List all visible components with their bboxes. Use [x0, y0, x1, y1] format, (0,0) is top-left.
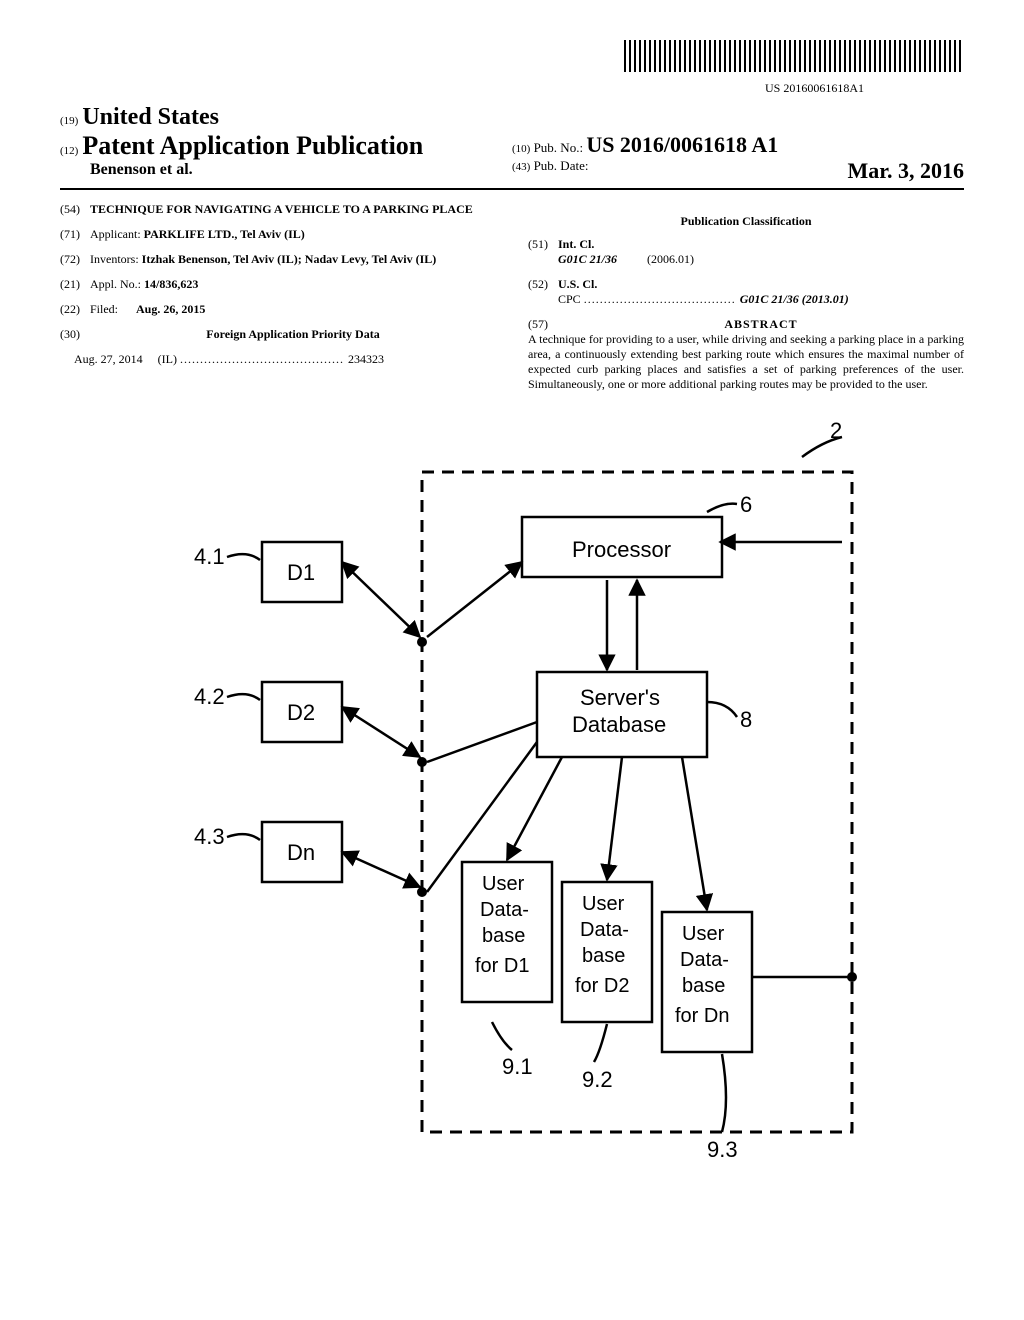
classification-heading: Publication Classification [528, 214, 964, 229]
inventors-value: Itzhak Benenson, Tel Aviv (IL); Nadav Le… [142, 252, 437, 266]
prefix-19: (19) [60, 115, 78, 127]
ref-91: 9.1 [502, 1054, 533, 1079]
country-name: United States [82, 104, 219, 130]
priority-app: 234323 [348, 352, 384, 366]
uscl-label: U.S. Cl. [558, 277, 597, 291]
field-54-num: (54) [60, 202, 90, 217]
field-57-num: (57) [528, 317, 558, 332]
udn-l1: User [682, 923, 725, 945]
appl-no-value: 14/836,623 [144, 277, 198, 291]
ud2-l3: base [582, 945, 625, 967]
document-header: (19) United States (12) Patent Applicati… [60, 104, 964, 190]
ref-93: 9.3 [707, 1137, 738, 1162]
prefix-43: (43) [512, 161, 530, 173]
udn-l4: for Dn [675, 1005, 729, 1027]
ud1-l1: User [482, 873, 525, 895]
intcl-year: (2006.01) [647, 252, 694, 266]
udn-l3: base [682, 975, 725, 997]
ud2-l4: for D2 [575, 975, 629, 997]
box-processor: Processor [572, 537, 671, 562]
system-diagram: 2 D1 4.1 D2 4.2 Dn 4.3 Processor 6 Serve… [60, 422, 964, 1167]
barcode-graphic [624, 40, 964, 72]
field-71-num: (71) [60, 227, 90, 242]
priority-date: Aug. 27, 2014 [74, 352, 143, 366]
header-left: (19) United States (12) Patent Applicati… [60, 104, 512, 184]
field-51-num: (51) [528, 237, 558, 267]
pub-no-label: Pub. No.: [534, 140, 583, 155]
field-30-num: (30) [60, 327, 90, 342]
uscl-prefix: CPC [558, 292, 581, 306]
applicant-value: PARKLIFE LTD., Tel Aviv (IL) [144, 227, 305, 241]
box-d1: D1 [287, 560, 315, 585]
prefix-12: (12) [60, 145, 78, 157]
applicant-label: Applicant: [90, 227, 141, 241]
abstract-heading: ABSTRACT [558, 317, 964, 332]
box-serverdb-l2: Database [572, 712, 666, 737]
priority-country: (IL) [158, 352, 177, 366]
ref-2: 2 [830, 422, 842, 443]
box-serverdb-l1: Server's [580, 685, 660, 710]
main-content: (54) TECHNIQUE FOR NAVIGATING A VEHICLE … [60, 202, 964, 392]
ref-92: 9.2 [582, 1067, 613, 1092]
pub-date-label: Pub. Date: [534, 158, 589, 173]
left-column: (54) TECHNIQUE FOR NAVIGATING A VEHICLE … [60, 202, 512, 392]
inventors-label: Inventors: [90, 252, 139, 266]
ud1-l2: Data- [480, 899, 529, 921]
udn-l2: Data- [680, 949, 729, 971]
ref-43: 4.3 [194, 824, 225, 849]
ref-41: 4.1 [194, 544, 225, 569]
intcl-code: G01C 21/36 [558, 252, 617, 266]
publication-date: Mar. 3, 2016 [847, 158, 964, 184]
ud2-l2: Data- [580, 919, 629, 941]
field-22-num: (22) [60, 302, 90, 317]
document-type: Patent Application Publication [82, 131, 423, 160]
appl-no-label: Appl. No.: [90, 277, 141, 291]
ref-42: 4.2 [194, 684, 225, 709]
box-d2: D2 [287, 700, 315, 725]
filed-value: Aug. 26, 2015 [136, 302, 205, 316]
filed-label: Filed: [90, 302, 118, 316]
uscl-code: G01C 21/36 (2013.01) [740, 292, 849, 306]
invention-title: TECHNIQUE FOR NAVIGATING A VEHICLE TO A … [90, 202, 496, 217]
ud1-l3: base [482, 925, 525, 947]
publication-number: US 2016/0061618 A1 [586, 132, 778, 157]
field-21-num: (21) [60, 277, 90, 292]
ref-6: 6 [740, 492, 752, 517]
foreign-priority-heading: Foreign Application Priority Data [206, 327, 379, 341]
barcode-container [60, 40, 964, 77]
prefix-10: (10) [512, 143, 530, 155]
ud1-l4: for D1 [475, 955, 529, 977]
field-72-num: (72) [60, 252, 90, 267]
intcl-label: Int. Cl. [558, 237, 594, 251]
right-column: Publication Classification (51) Int. Cl.… [512, 202, 964, 392]
box-dn: Dn [287, 840, 315, 865]
author-line: Benenson et al. [60, 161, 512, 179]
header-right: (10) Pub. No.: US 2016/0061618 A1 (43) P… [512, 104, 964, 184]
abstract-text: A technique for providing to a user, whi… [528, 332, 964, 392]
barcode-number: US 20160061618A1 [60, 81, 864, 96]
ud2-l1: User [582, 893, 625, 915]
field-52-num: (52) [528, 277, 558, 307]
ref-8: 8 [740, 707, 752, 732]
